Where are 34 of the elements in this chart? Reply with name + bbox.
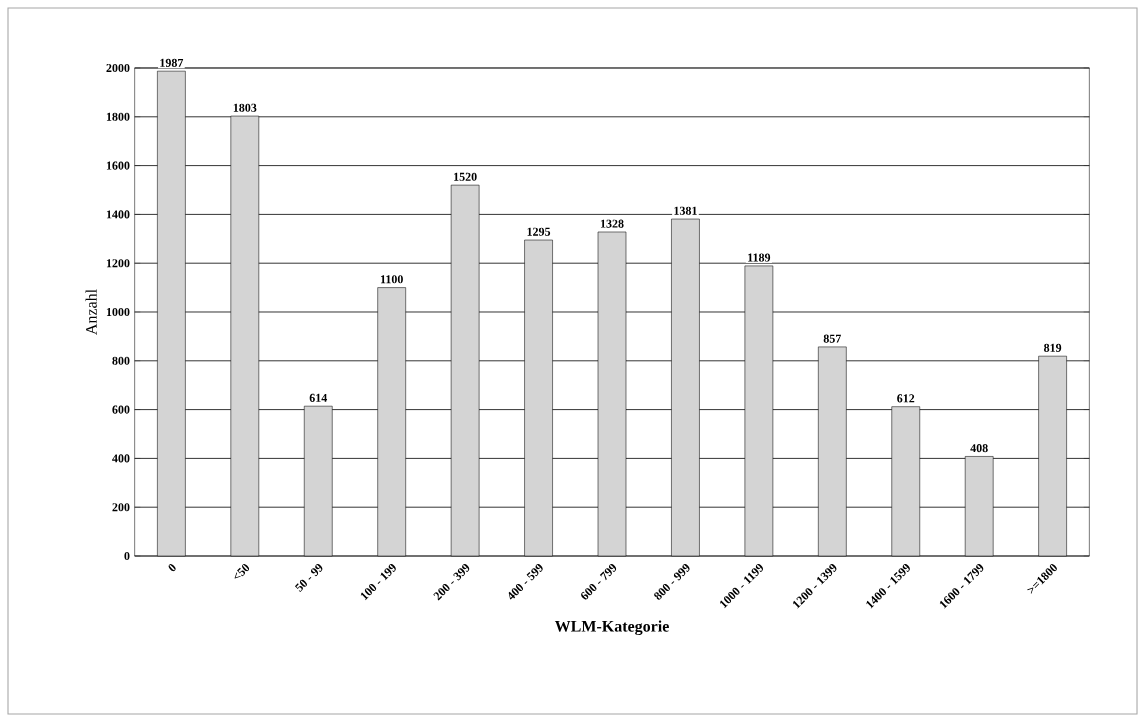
- y-tick-label: 0: [124, 551, 130, 561]
- y-tick-label: 1800: [106, 112, 130, 121]
- data-label: 857: [823, 334, 842, 343]
- data-label: 1520: [454, 172, 477, 181]
- x-tick-label: 400 - 599: [508, 564, 543, 600]
- x-tick-label: 800 - 999: [654, 564, 690, 600]
- data-label: 408: [970, 444, 988, 453]
- x-tick-label: <50: [234, 564, 250, 579]
- y-axis-title: Anzahl: [85, 289, 97, 335]
- x-axis-title: WLM-Kategorie: [554, 620, 669, 636]
- data-label: 819: [1044, 343, 1062, 352]
- data-label: 1189: [748, 253, 771, 262]
- data-label: 1803: [233, 103, 257, 112]
- x-tick-label: 200 - 399: [433, 564, 470, 601]
- y-tick-label: 2000: [106, 63, 130, 73]
- data-label: 1381: [674, 206, 697, 215]
- data-label: 612: [897, 394, 915, 403]
- y-tick-label: 1200: [106, 259, 130, 268]
- x-tick-label: 100 - 199: [360, 564, 396, 601]
- y-tick-label: 200: [112, 503, 130, 512]
- y-tick-label: 1600: [106, 161, 130, 170]
- x-tick-label: 0: [168, 564, 176, 572]
- x-tick-label: 600 - 799: [581, 564, 617, 600]
- y-tick-label: 600: [112, 405, 130, 414]
- y-tick-label: 1400: [106, 210, 130, 219]
- data-label: 614: [309, 393, 328, 402]
- y-tick-label: 800: [112, 356, 130, 365]
- data-label: 1987: [160, 58, 184, 67]
- y-tick-label: 1000: [106, 307, 130, 317]
- data-label: 1100: [380, 275, 403, 284]
- data-label: 1295: [527, 227, 551, 236]
- x-tick-label: 50 - 99: [294, 564, 323, 592]
- data-label: 1328: [600, 219, 624, 228]
- y-tick-label: 400: [112, 454, 130, 463]
